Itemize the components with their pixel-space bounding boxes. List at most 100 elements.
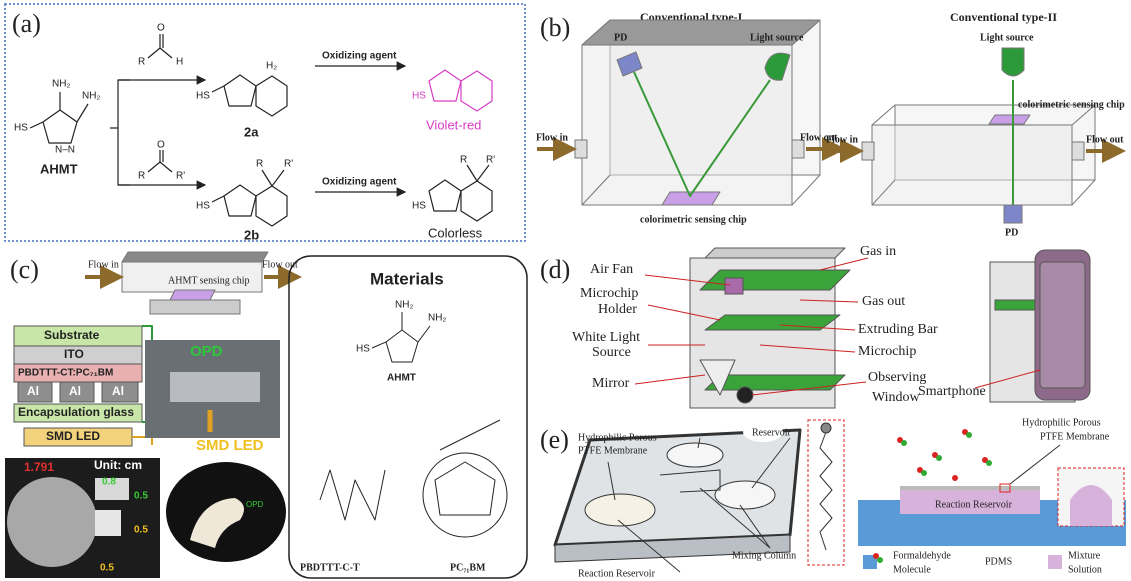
shape-polygon [616, 51, 643, 77]
atoms-text: R [256, 159, 263, 170]
layers-text: Al [112, 384, 124, 398]
atoms-text: HS [356, 344, 370, 355]
flow-out-text: Flow out [262, 259, 298, 270]
shape-ellipse [714, 480, 776, 510]
connector-line [29, 121, 44, 129]
shape-polygon [661, 191, 721, 206]
fullerene-text: PC₇₁BM [450, 562, 486, 573]
connector-line [211, 85, 225, 93]
opd-photo-text: OPD [190, 343, 223, 360]
right-labels-text: PTFE Membrane [1040, 431, 1110, 442]
shape-polygon [699, 359, 736, 396]
flow-out-1-text: Flow out [800, 132, 838, 143]
shape-line [319, 469, 386, 521]
group [319, 312, 508, 538]
shape-rect [101, 381, 139, 403]
reagent-bottom-text: Oxidizing agent [322, 177, 397, 188]
shape-polygon [581, 44, 793, 206]
flow-in-1-text: Flow in [536, 132, 568, 143]
shape-line [147, 47, 173, 59]
atoms-text: R' [284, 159, 293, 170]
atoms-text: NH₂ [82, 91, 100, 102]
pd-2-text: PD [1005, 227, 1018, 238]
label-text: (d) [540, 255, 570, 284]
atoms-text: HS [412, 201, 426, 212]
shape-ellipse [743, 422, 783, 442]
pd-1-text: PD [614, 32, 627, 43]
polymer-text: PBDTTT-C-T [300, 562, 360, 573]
shape-circle [7, 477, 97, 567]
atoms-text: NH₂ [52, 79, 70, 90]
atoms-text: HS [196, 201, 210, 212]
legend-text: Molecule [893, 564, 931, 575]
connector-line [1071, 104, 1096, 126]
labels-text: Gas in [860, 244, 896, 259]
connector-line [871, 104, 896, 126]
dims-text: 0.5 [134, 525, 148, 536]
unit-text: Unit: cm [94, 458, 142, 472]
shape-ellipse [584, 493, 656, 527]
connector-line [759, 344, 856, 353]
group [29, 34, 493, 227]
label-text: (c) [10, 255, 39, 284]
shape-rect [791, 139, 805, 159]
label-text: (b) [540, 13, 570, 42]
connector-line [634, 374, 706, 385]
shape-line [819, 431, 833, 551]
type2-title-text: Conventional type-II [950, 10, 1057, 24]
atoms-text: R [138, 57, 145, 68]
labels-text: Gas out [862, 294, 905, 309]
legend-text: PDMS [985, 556, 1012, 567]
connector-line [751, 437, 791, 489]
shape-rect [13, 403, 143, 423]
shape-circle [986, 460, 992, 466]
shape-polygon [428, 69, 462, 102]
shape-rect [4, 3, 526, 242]
shape-polygon [699, 269, 851, 291]
shape-polygon [223, 184, 257, 217]
labels-text: Holder [598, 302, 637, 317]
shape-rect [807, 419, 845, 566]
connector-line [779, 324, 856, 331]
shape-circle [877, 557, 883, 563]
shape-rect [574, 139, 588, 159]
right-labels-text: Reaction Reservoir [935, 499, 1013, 510]
shape-ellipse [666, 442, 724, 468]
atoms-text: R [138, 171, 145, 182]
group [13, 325, 143, 447]
connector-line [697, 437, 701, 449]
left-labels-text: Reservoir [752, 427, 792, 438]
layers-text: Al [27, 384, 39, 398]
connector-line [617, 519, 681, 573]
labels-text: Window [872, 390, 921, 405]
shape-polygon [255, 75, 288, 117]
shape-circle [952, 475, 958, 481]
atoms-text: R' [176, 171, 185, 182]
chip-1-text: colorimetric sensing chip [640, 214, 747, 225]
labels-text: Microchip [858, 344, 916, 359]
label-text: (e) [540, 425, 569, 454]
connector-line [417, 325, 431, 343]
dims-text: 0.8 [102, 477, 116, 488]
shape-rect [95, 510, 121, 536]
left-labels-text: Hydrophilic Porous [578, 432, 657, 443]
shape-polygon [428, 179, 462, 212]
atoms-text: R' [486, 155, 495, 166]
group [634, 257, 1041, 396]
connector-line [581, 174, 611, 206]
shape-polygon [871, 124, 1073, 206]
connector-line [476, 164, 490, 182]
legend-text: Solution [1068, 564, 1102, 575]
atoms-text: N–N [55, 145, 75, 156]
ahmt-text: AHMT [40, 161, 78, 176]
connector-line [1009, 444, 1061, 485]
layers-text: SMD LED [46, 429, 100, 443]
group [121, 251, 269, 315]
shape-circle [422, 452, 508, 538]
shape-path [1001, 47, 1025, 77]
shape-rect [999, 483, 1011, 493]
layers-text: Al [69, 384, 81, 398]
shape-line [132, 436, 153, 445]
shape-polygon [121, 251, 269, 263]
